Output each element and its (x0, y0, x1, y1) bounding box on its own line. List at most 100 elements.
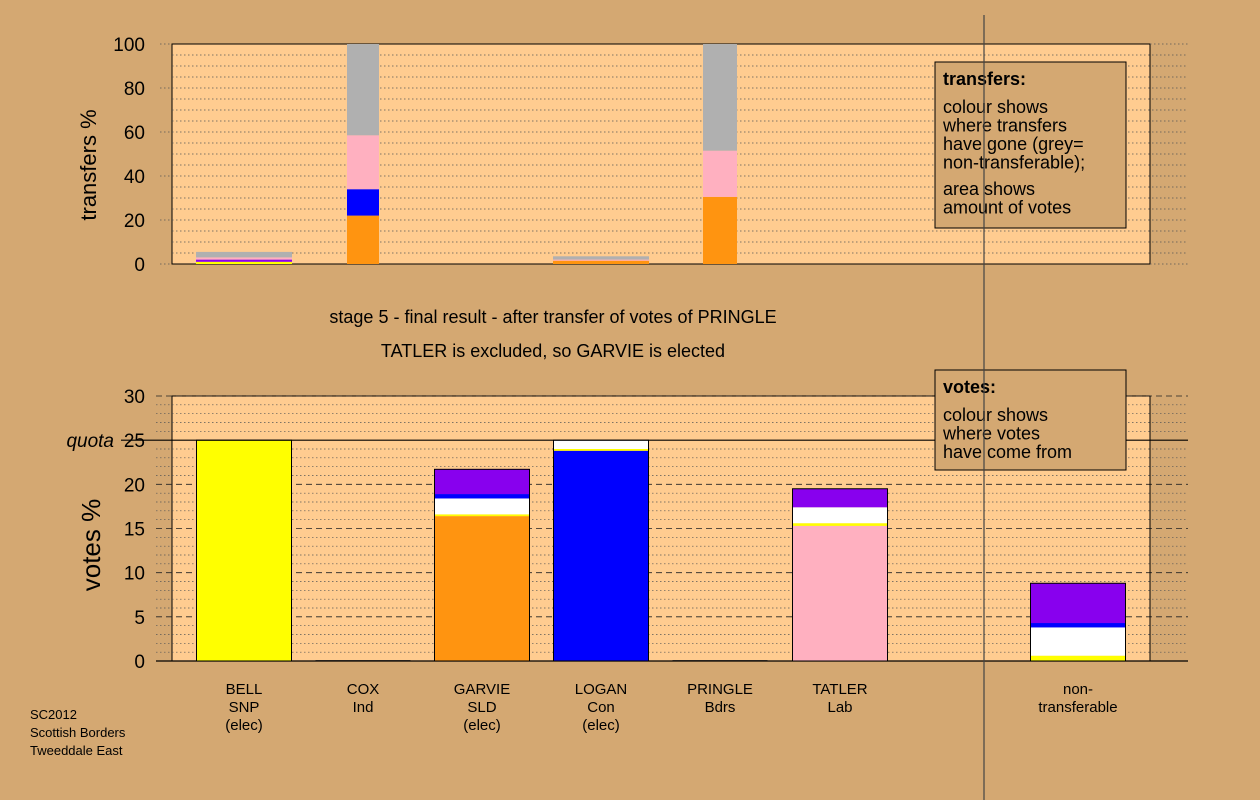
votes-bar-segment (315, 660, 411, 661)
votes-bar-segment (1030, 583, 1126, 624)
votes-y-tick-label: 20 (124, 475, 145, 496)
votes-x-tick-label: (elec) (582, 717, 620, 734)
transfers-y-tick-label: 0 (134, 255, 145, 276)
votes-bar-segment (792, 523, 888, 526)
votes-legend-line: colour shows (943, 405, 1048, 425)
votes-bar-outline (434, 468, 530, 662)
votes-x-tick-label: Con (587, 699, 615, 716)
votes-bar-segment (434, 514, 530, 517)
transfers-grid (172, 43, 1188, 265)
votes-y-ticks: 0 5 10 15 20 25 30 (124, 387, 145, 673)
votes-bar-segment (1030, 627, 1126, 656)
votes-bar-outline (1030, 582, 1126, 662)
transfers-bar-segment (553, 256, 649, 260)
stage-title: stage 5 - final result - after transfer … (329, 307, 776, 327)
votes-x-tick-label: LOGAN (575, 681, 628, 698)
transfers-y-tick-label: 20 (124, 211, 145, 232)
votes-bar-segment (434, 516, 530, 661)
transfers-legend-line: amount of votes (943, 198, 1071, 218)
votes-y-axis-label: votes % (76, 499, 106, 592)
votes-x-tick-label: non- (1063, 681, 1093, 698)
transfers-bar-segment (703, 44, 737, 151)
votes-x-labels: BELLSNP(elec)COXIndGARVIESLD(elec)LOGANC… (225, 681, 1117, 734)
transfers-bar-segment (196, 259, 292, 262)
footer-line: SC2012 (30, 707, 77, 722)
votes-x-tick-label: (elec) (463, 717, 501, 734)
transfers-y-axis-label: transfers % (76, 109, 101, 220)
transfers-bar-segment (347, 44, 379, 136)
votes-legend-box (934, 369, 1127, 471)
votes-bar-segment (553, 440, 649, 449)
votes-bar-segment (672, 660, 768, 661)
votes-bars (121, 439, 1188, 662)
votes-bar-segment (553, 450, 649, 661)
transfers-legend-line: area shows (943, 179, 1035, 199)
transfers-bar-segment (553, 259, 649, 261)
votes-y-tick-label: 0 (134, 652, 145, 673)
transfers-y-tick-label: 100 (113, 35, 145, 56)
transfers-bar-segment (347, 135, 379, 190)
transfers-legend-line: non-transferable); (943, 153, 1085, 173)
votes-bar-segment (553, 449, 649, 451)
votes-x-tick-label: Lab (827, 699, 852, 716)
transfers-bar-segment (196, 261, 292, 264)
votes-x-tick-label: PRINGLE (687, 681, 753, 698)
votes-bar-segment (434, 494, 530, 499)
transfers-bar-segment (553, 260, 649, 264)
votes-x-tick-label: GARVIE (454, 681, 510, 698)
footer-line: Scottish Borders (30, 725, 126, 740)
votes-bar-segment (196, 440, 292, 661)
votes-y-tick-label: 5 (134, 608, 145, 629)
votes-x-tick-label: SNP (229, 699, 260, 716)
votes-x-tick-label: BELL (226, 681, 263, 698)
transfers-legend-line: colour shows (943, 97, 1048, 117)
votes-x-tick-label: COX (347, 681, 380, 698)
votes-bar-outline (792, 488, 888, 662)
transfers-y-tick-label: 60 (124, 123, 145, 144)
votes-bar-segment (1030, 623, 1126, 628)
transfers-legend-line: have gone (grey= (943, 134, 1084, 154)
votes-legend-line: have come from (943, 442, 1072, 462)
transfers-legend-box (934, 61, 1127, 229)
transfers-bar-segment (703, 196, 737, 264)
footer-caption: SC2012 Scottish Borders Tweeddale East (30, 707, 126, 758)
votes-x-tick-label: Bdrs (705, 699, 736, 716)
votes-x-tick-label: (elec) (225, 717, 263, 734)
votes-bar-segment (1030, 655, 1126, 661)
quota-label: quota (66, 431, 114, 452)
transfers-bar-segment (347, 215, 379, 264)
transfers-chart: 0 20 40 60 80 100 transfers % transfers: colo… (76, 35, 1188, 276)
transfers-bar-segment (196, 251, 292, 258)
votes-y-tick-label: 30 (124, 387, 145, 408)
votes-y-tick-label: 10 (124, 564, 145, 585)
transfers-bar-segment (703, 150, 737, 197)
transfers-y-tick-label: 80 (124, 79, 145, 100)
votes-legend-title: votes: (943, 377, 996, 397)
votes-y-tick-label: 25 (124, 431, 145, 452)
transfers-y-ticks: 0 20 40 60 80 100 (113, 35, 172, 276)
votes-bar-segment (434, 498, 530, 515)
votes-bar-segment (434, 469, 530, 495)
votes-x-tick-label: TATLER (812, 681, 867, 698)
votes-bar-segment (792, 507, 888, 524)
votes-x-tick-label: SLD (467, 699, 496, 716)
transfers-bars (196, 44, 737, 264)
transfers-bar-segment (196, 257, 292, 260)
transfers-bar-segment (347, 189, 379, 216)
footer-line: Tweeddale East (30, 743, 123, 758)
transfers-legend-line: where transfers (942, 116, 1067, 136)
votes-x-tick-label: Ind (353, 699, 374, 716)
votes-bar-segment (792, 488, 888, 508)
votes-y-tick-label: 15 (124, 520, 145, 541)
votes-legend-line: where votes (942, 424, 1040, 444)
votes-x-tick-label: transferable (1038, 699, 1117, 716)
votes-bar-segment (792, 525, 888, 661)
transfers-y-tick-label: 40 (124, 167, 145, 188)
stage-subtitle: TATLER is excluded, so GARVIE is elected (381, 341, 725, 361)
